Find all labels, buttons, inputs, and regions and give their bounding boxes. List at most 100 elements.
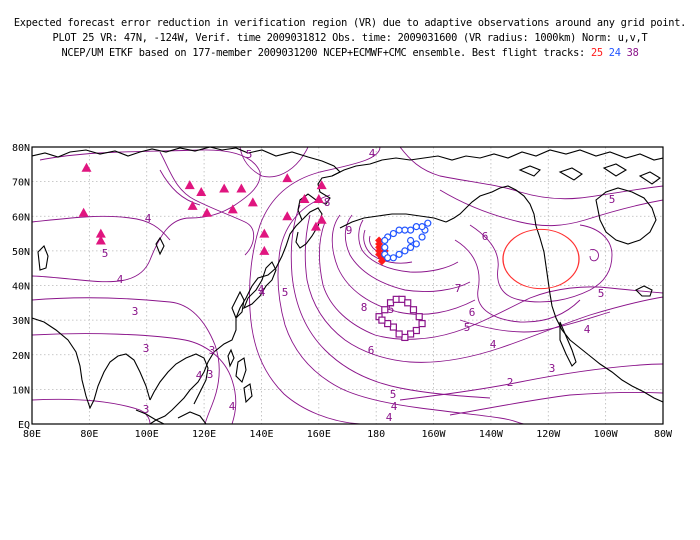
contour-value-label: 6 [482, 230, 489, 243]
x-tick-label: 80E [23, 429, 41, 440]
flight-tracks [375, 219, 432, 342]
coastline-india [32, 317, 151, 410]
contour-value-label: 4 [259, 286, 266, 299]
observation-triangle-marker [299, 193, 310, 203]
coastline-indochina [149, 353, 209, 405]
contour-line [459, 311, 611, 333]
contour-value-label: 4 [117, 273, 124, 286]
y-tick-label: 70N [12, 178, 30, 189]
header-line-2: PLOT 25 VR: 47N, -124W, Verif. time 2009… [52, 32, 648, 44]
track-38-marker [407, 330, 415, 338]
contour-value-label: 4 [258, 283, 265, 296]
track-c-label: 38 [626, 47, 639, 59]
observation-triangle-marker [81, 162, 92, 172]
contour-line [469, 224, 613, 303]
verification-region-circle [502, 228, 580, 290]
track-24-marker [407, 226, 415, 234]
contour-line [399, 363, 663, 401]
contour-value-label: 3 [549, 362, 556, 375]
observation-triangle-marker [78, 207, 89, 217]
map-frame [31, 146, 664, 425]
x-tick-label: 180 [367, 429, 385, 440]
contour-line [32, 398, 151, 424]
observation-triangle-marker [196, 187, 207, 197]
coastline-kamchatka [295, 207, 323, 249]
contour-line [239, 147, 309, 178]
track-24-marker [395, 250, 403, 258]
contour-line [32, 215, 171, 241]
coastline-alaska [445, 185, 547, 267]
contour-line [159, 169, 201, 206]
contour-line [319, 221, 663, 340]
contour-value-label: 5 [609, 193, 616, 206]
coastline-islands [518, 163, 661, 185]
contour-value-label: 4 [391, 400, 398, 413]
y-tick-label: 60N [12, 212, 30, 223]
contour-line [277, 194, 526, 424]
coastlines [32, 147, 663, 424]
contour-value-label: 9 [346, 224, 353, 237]
observation-triangle-marker [259, 245, 270, 255]
contour-line [454, 239, 581, 323]
x-tick-label: 160W [421, 429, 446, 440]
contour-value-label: 4 [145, 212, 152, 225]
contour-value-label: 5 [246, 148, 253, 161]
header-line-3-text: NCEP/UM ETKF based on 177-member 2009031… [61, 47, 585, 59]
track-a-label: 25 [590, 47, 603, 59]
track-38-marker [409, 306, 418, 314]
coastline-eurasia [32, 147, 341, 221]
track-38-marker [384, 319, 392, 328]
y-tick-label: 10N [12, 385, 30, 396]
contour-line [589, 249, 599, 262]
contour-value-label: 5 [464, 321, 471, 334]
track-24-marker [389, 254, 397, 262]
contour-value-label: 8 [324, 196, 331, 209]
track-24-marker [401, 226, 409, 234]
track-24-marker [395, 226, 403, 234]
observation-triangle-marker [282, 211, 293, 221]
track-38-marker [395, 330, 403, 338]
coastline-lake-baikal [155, 236, 165, 256]
contour-line [290, 204, 491, 399]
contour-value-label: 4 [196, 369, 203, 382]
y-tick-label: 30N [12, 316, 30, 327]
track-24-marker [381, 243, 389, 252]
contour-value-label: 5 [102, 247, 109, 260]
contour-value-label: 4 [369, 147, 376, 160]
observation-sites [78, 162, 327, 255]
observation-triangle-marker [259, 228, 270, 238]
x-tick-label: 80E [80, 429, 98, 440]
track-24-marker [418, 233, 426, 241]
contour-value-label: 4 [229, 400, 236, 413]
observation-triangle-marker [95, 235, 106, 245]
contour-line [159, 151, 255, 256]
contour-value-label: 6 [469, 306, 476, 319]
contour-value-label: 7 [455, 282, 462, 295]
track-24-marker [407, 236, 415, 245]
contour-value-label: 6 [368, 344, 375, 357]
track-b-label: 24 [608, 47, 621, 59]
contour-value-label: 3 [207, 368, 214, 381]
x-tick-label: 80W [654, 429, 673, 440]
track-38-marker [404, 299, 412, 307]
graticule [32, 147, 663, 424]
contour-line [304, 214, 663, 363]
observation-triangle-marker [236, 183, 247, 193]
observation-triangle-marker [95, 228, 106, 238]
observation-triangle-marker [184, 180, 195, 190]
contour-value-label: 4 [584, 323, 591, 336]
observation-triangle-marker [201, 207, 212, 217]
contour-line [439, 189, 663, 227]
track-38-marker [418, 319, 426, 328]
coastline-sumatra [135, 409, 207, 424]
observation-triangle-marker [227, 204, 238, 214]
observation-triangle-marker [247, 197, 258, 207]
track-24-marker [418, 223, 426, 231]
contour-value-label: 5 [390, 388, 397, 401]
track-38-marker [381, 306, 389, 314]
contour-value-label: 5 [388, 303, 395, 316]
x-tick-label: 100E [135, 429, 159, 440]
contour-line [249, 147, 381, 424]
x-tick-label: 100W [594, 429, 619, 440]
